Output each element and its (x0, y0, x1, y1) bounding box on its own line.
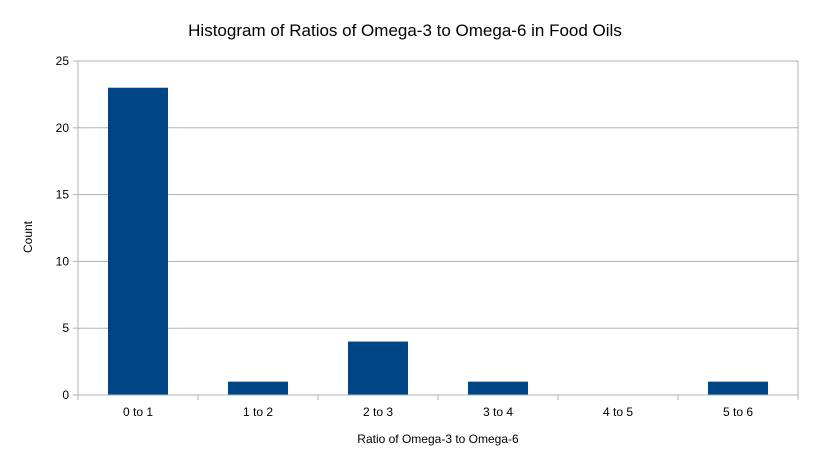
y-tick-label-20: 20 (56, 121, 70, 135)
bars (108, 87, 768, 395)
x-tick-label-0: 0 to 1 (123, 405, 153, 419)
y-tick-label-10: 10 (56, 254, 70, 268)
y-tick-label-5: 5 (62, 321, 69, 335)
x-tick-label-5: 5 to 6 (723, 405, 753, 419)
gridlines (73, 60, 798, 396)
axes (77, 61, 799, 400)
y-tick-label-15: 15 (56, 188, 70, 202)
x-tick-labels: 0 to 1 1 to 2 2 to 3 3 to 4 4 to 5 5 to 6 (123, 405, 753, 419)
x-axis-label: Ratio of Omega-3 to Omega-6 (357, 432, 519, 446)
y-tick-label-0: 0 (62, 388, 69, 402)
y-tick-labels: 0 5 10 15 20 25 (56, 54, 70, 402)
chart-title: Histogram of Ratios of Omega-3 to Omega-… (188, 21, 622, 40)
x-tick-label-3: 3 to 4 (483, 405, 513, 419)
bar-1 (228, 381, 288, 395)
x-tick-label-4: 4 to 5 (603, 405, 633, 419)
y-axis-label: Count (21, 220, 35, 253)
x-tick-label-2: 2 to 3 (363, 405, 393, 419)
bar-0 (108, 87, 168, 395)
bar-2 (348, 341, 408, 395)
bar-3 (468, 381, 528, 395)
bar-5 (708, 381, 768, 395)
y-tick-label-25: 25 (56, 54, 70, 68)
x-tick-label-1: 1 to 2 (243, 405, 273, 419)
